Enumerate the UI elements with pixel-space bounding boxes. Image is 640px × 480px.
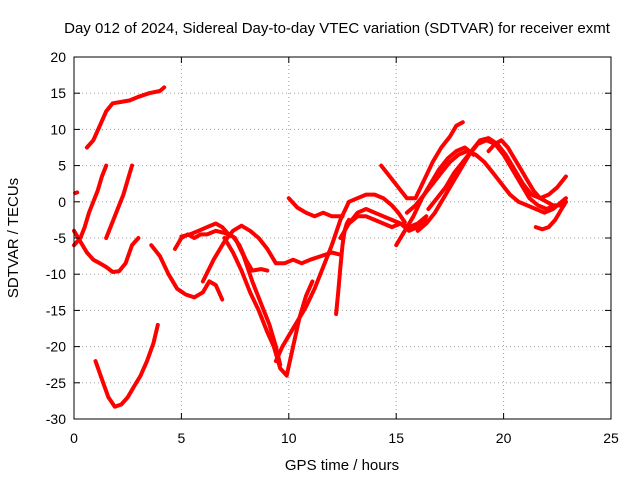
- series-arc-06: [93, 322, 160, 409]
- series-arc-17: [379, 120, 465, 201]
- series-arc-20: [415, 138, 566, 233]
- y-tick-label: -5: [54, 230, 67, 246]
- series-arc-09: [179, 221, 283, 367]
- x-axis-tick-labels: 0 5 10 15 20 25: [70, 430, 619, 446]
- x-tick-label: 20: [496, 430, 512, 446]
- series-arc-19: [404, 149, 568, 215]
- x-tick-label: 15: [388, 430, 404, 446]
- y-axis-label: SDTVAR / TECUs: [5, 178, 22, 298]
- y-tick-label: -20: [46, 339, 66, 355]
- data-series-group: [72, 85, 568, 409]
- series-arc-10: [200, 223, 343, 284]
- series-arc-05: [104, 163, 134, 240]
- series-arc-02: [73, 190, 80, 196]
- series-arc-23: [533, 199, 568, 232]
- y-tick-label: -15: [46, 302, 66, 318]
- series-arc-11: [222, 236, 315, 378]
- series-arc-04: [72, 163, 109, 248]
- series-arc-03: [72, 228, 141, 274]
- y-tick-label: 5: [58, 158, 66, 174]
- y-tick-label: 0: [58, 194, 66, 210]
- y-tick-label: -10: [46, 266, 66, 282]
- chart-title: Day 012 of 2024, Sidereal Day-to-day VTE…: [64, 20, 611, 37]
- tick-marks: [73, 56, 612, 420]
- series-arc-13: [286, 196, 345, 219]
- series-arc-12: [273, 192, 407, 364]
- y-tick-label: 20: [50, 49, 66, 65]
- y-tick-label: 15: [50, 85, 66, 101]
- y-tick-label: -25: [46, 375, 66, 391]
- y-tick-label: -30: [46, 411, 66, 427]
- x-axis-label: GPS time / hours: [285, 457, 399, 474]
- series-arc-07: [149, 243, 225, 302]
- y-axis-tick-labels: -30 -25 -20 -15 -10 -5 0 5 10 15 20: [46, 49, 66, 427]
- x-tick-label: 5: [178, 430, 186, 446]
- series-arc-16: [346, 207, 429, 233]
- y-tick-label: 10: [50, 121, 66, 137]
- series-arc-22: [486, 138, 568, 208]
- x-tick-label: 25: [603, 430, 619, 446]
- series-arc-18: [394, 145, 476, 248]
- x-tick-label: 0: [70, 430, 78, 446]
- series-arc-01: [84, 85, 167, 150]
- x-tick-label: 10: [281, 430, 297, 446]
